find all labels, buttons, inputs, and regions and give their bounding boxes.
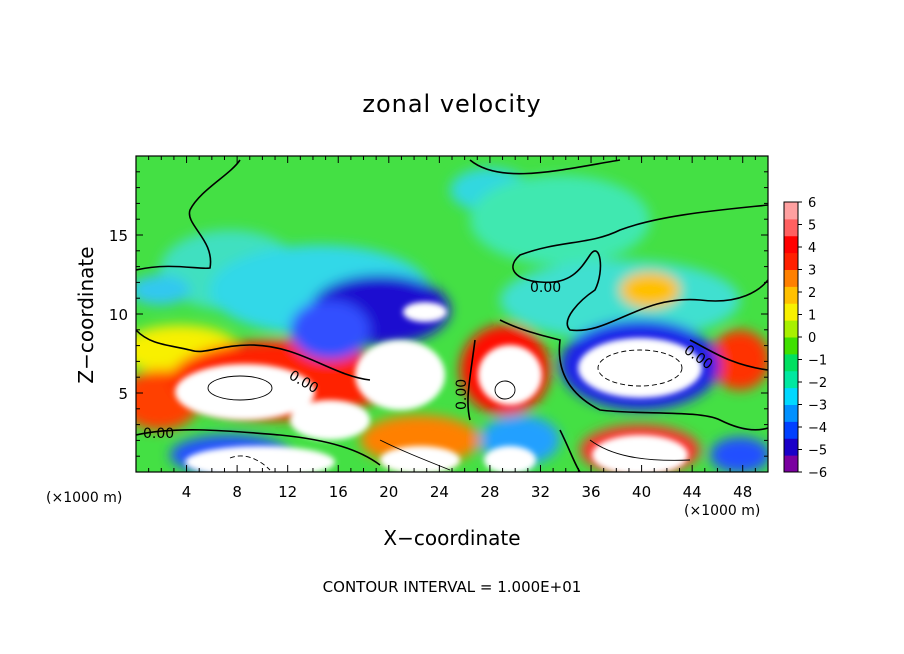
colorbar-swatch (784, 286, 798, 304)
x-tick-label: 24 (430, 483, 449, 501)
colorbar-swatch (784, 269, 798, 287)
x-unit-label-right: (×1000 m) (684, 503, 761, 519)
colorbar-tick-label: −6 (808, 466, 827, 481)
colorbar-swatch (784, 455, 798, 473)
contour-interval-note: CONTOUR INTERVAL = 1.000E+01 (322, 578, 582, 596)
contour-label: 0.00 (530, 280, 561, 296)
colorbar-swatch (784, 353, 798, 372)
colorbar-swatch (784, 218, 798, 237)
x-tick-label: 12 (278, 483, 297, 501)
colorbar-swatch (784, 320, 798, 338)
colorbar-swatch (784, 303, 798, 321)
x-tick-label: 16 (329, 483, 348, 501)
colorbar-swatch (784, 337, 798, 355)
x-axis-label: X−coordinate (383, 526, 521, 550)
colorbar-swatch (784, 438, 798, 456)
x-tick-label: 48 (733, 483, 752, 501)
colorbar-swatch (784, 387, 798, 405)
colorbar-swatch (784, 252, 798, 270)
zero-contours (136, 159, 768, 472)
colorbar-swatch (784, 235, 798, 254)
x-tick-label: 4 (182, 483, 192, 501)
contour-label: 0.00 (454, 379, 470, 410)
colorbar-tick-label: 2 (808, 286, 816, 301)
colorbar-tick-label: −5 (808, 444, 827, 459)
x-tick-label: 28 (480, 483, 499, 501)
colorbar-tick-label: −2 (808, 376, 827, 391)
colorbar: 6 5 4 3 2 1 0 −1 −2 −3 −4 −5 −6 (783, 196, 827, 481)
colorbar-tick-label: 4 (808, 241, 816, 256)
colorbar-tick-label: 5 (808, 219, 816, 234)
chart-title: zonal velocity (362, 90, 542, 118)
colorbar-swatch (784, 202, 798, 220)
x-tick-label: 44 (683, 483, 702, 501)
x-tick-label: 8 (232, 483, 242, 501)
y-tick-label: 10 (109, 306, 128, 324)
colorbar-tick-label: 0 (808, 331, 816, 346)
colorbar-swatch (784, 404, 798, 422)
colorbar-tick-label: −1 (808, 354, 827, 369)
colorbar-tick-label: 1 (808, 309, 816, 324)
x-tick-label: 40 (632, 483, 651, 501)
contour-label: 0.00 (143, 426, 174, 442)
x-tick-label: 20 (379, 483, 398, 501)
x-tick-label: 32 (531, 483, 550, 501)
colorbar-tick-label: −4 (808, 421, 827, 436)
colorbar-tick-label: 3 (808, 264, 816, 279)
y-axis-label: Z−coordinate (74, 246, 98, 384)
heatmap-field (136, 156, 768, 472)
colorbar-swatch (784, 370, 798, 389)
x-unit-label-left: (×1000 m) (46, 490, 123, 506)
colorbar-swatch (784, 421, 798, 439)
y-tick-label: 15 (109, 227, 128, 245)
colorbar-tick-label: 6 (808, 196, 816, 211)
colorbar-tick-label: −3 (808, 399, 827, 414)
y-tick-label: 5 (118, 385, 128, 403)
x-tick-label: 36 (581, 483, 600, 501)
